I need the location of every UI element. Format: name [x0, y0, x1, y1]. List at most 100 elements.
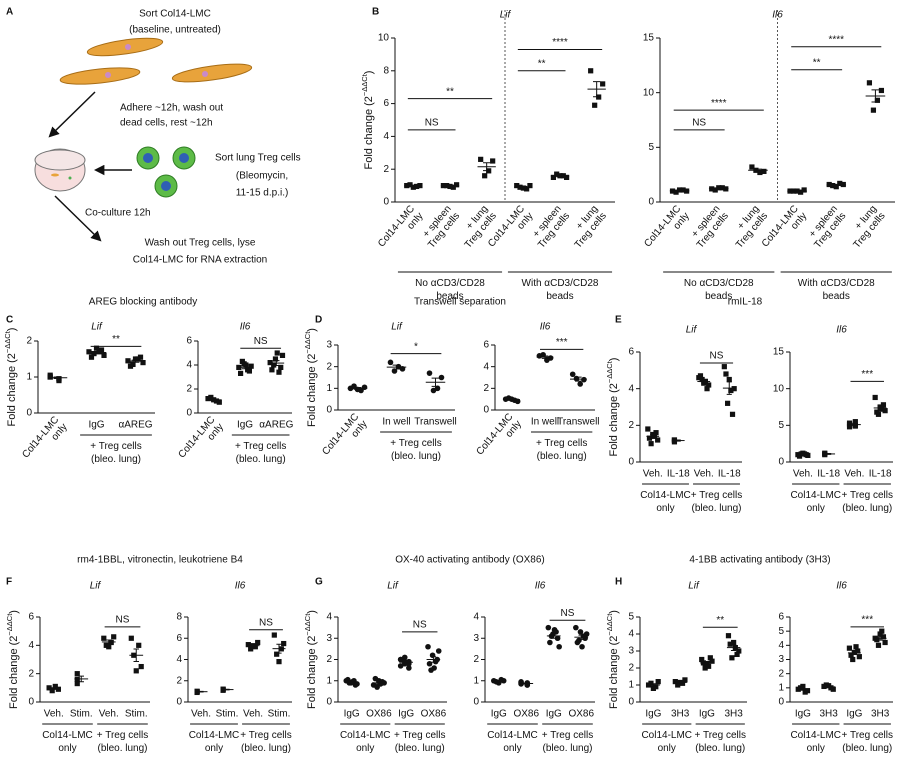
group-label: Col14-LMC only	[189, 730, 240, 754]
data-point	[833, 184, 839, 190]
y-tick-label: 10	[773, 383, 785, 394]
data-point	[430, 387, 437, 394]
x-tick-label: IgG	[699, 709, 715, 720]
data-point	[850, 656, 856, 663]
y-tick-label: 10	[643, 87, 655, 98]
x-tick-label: IL-18	[718, 469, 741, 480]
error-bar	[877, 405, 883, 411]
significance-label: ***	[861, 615, 873, 626]
data-point	[93, 345, 100, 351]
significance-label: NS	[254, 336, 268, 347]
error-bar	[675, 439, 681, 442]
significance-label: **	[446, 86, 454, 97]
y-axis-label-part: −ΔΔCt	[5, 613, 14, 636]
x-tick-label: Stim.	[125, 709, 148, 720]
significance-label: ***	[861, 369, 873, 380]
group-label-line: (bleo. lung)	[691, 503, 741, 514]
group-label-line: Col14-LMC	[641, 730, 692, 741]
error-bar	[704, 661, 710, 665]
diagram-text: (baseline, untreated)	[129, 25, 221, 36]
data-point	[731, 386, 737, 392]
significance-label: **	[538, 58, 546, 69]
y-tick-label: 4	[383, 131, 389, 142]
data-point	[127, 363, 134, 369]
data-point	[874, 637, 880, 643]
error-bar	[754, 168, 762, 172]
chart-title: Il6	[540, 322, 551, 333]
x-tick-label: 3H3	[871, 709, 890, 720]
data-point	[646, 435, 653, 441]
data-point	[245, 642, 251, 648]
error-bar	[353, 386, 362, 390]
group-label: + Treg cells (bleo. lung)	[240, 730, 291, 754]
panel-title: Transwell separation	[414, 297, 506, 308]
x-tick-label: Col14-LMConly	[20, 414, 69, 467]
error-bar	[348, 681, 355, 684]
data-point	[588, 68, 594, 74]
group-label: + Treg cells (bleo. lung)	[97, 730, 148, 754]
group-label: + Treg cells (bleo. lung)	[842, 730, 893, 754]
data-point	[879, 406, 885, 412]
y-axis-label-part: )	[306, 328, 318, 332]
diagram-text: Adhere ~12h, wash out	[120, 103, 223, 114]
y-tick-label: 2	[186, 384, 192, 395]
significance-label: ****	[828, 34, 844, 45]
arrow	[54, 195, 102, 242]
y-tick-label: 1	[473, 675, 479, 686]
group-label: Col14-LMC only	[640, 490, 691, 514]
group-label-line: only	[58, 743, 76, 754]
panel-letter: E	[615, 315, 622, 326]
error-bar	[593, 81, 601, 98]
treg-cells	[136, 146, 196, 198]
error-bar	[851, 423, 857, 426]
y-axis-label-part: −ΔΔCt	[303, 331, 312, 354]
x-tick-label: Col14-LMConly	[642, 203, 691, 256]
group-label-line: + Treg cells	[691, 490, 742, 501]
y-axis-label-part: −ΔΔCt	[605, 360, 614, 383]
data-point	[387, 359, 394, 366]
error-bar	[496, 680, 502, 683]
chart-title: Lif	[387, 581, 399, 592]
x-tick-label: Col14-LMConly	[486, 203, 535, 256]
y-tick-label: 6	[28, 612, 34, 623]
y-tick-label: 3	[778, 654, 784, 665]
y-tick-label: 2	[628, 420, 634, 431]
group-label: + Treg cells (bleo. lung)	[235, 441, 286, 465]
group-label-line: Col14-LMC	[42, 730, 93, 741]
diagram-text: 11-15 d.p.i.)	[236, 188, 289, 199]
group-label-line: (bleo. lung)	[236, 454, 286, 465]
x-tick-label: IgG	[237, 420, 253, 431]
data-point	[734, 651, 740, 657]
data-point	[655, 679, 661, 685]
panel-letter: D	[315, 315, 322, 326]
data-point	[435, 648, 442, 654]
group-label-line: beads	[546, 291, 573, 302]
x-tick-label: αAREG	[259, 420, 293, 431]
panel-letter: H	[615, 577, 622, 588]
group-label-line: + Treg cells	[542, 730, 593, 741]
y-tick-label: 4	[473, 612, 479, 623]
group-label-line: (bleo. lung)	[91, 454, 141, 465]
group-label-line: Col14-LMC	[640, 490, 691, 501]
y-axis-label-part: )	[306, 610, 318, 614]
data-point	[877, 631, 883, 637]
y-tick-label: 8	[176, 612, 182, 623]
diagram-text: Wash out Treg cells, lyse	[145, 238, 256, 249]
data-point	[140, 360, 146, 366]
error-bar	[431, 377, 440, 387]
error-bar	[403, 660, 409, 664]
data-point	[426, 370, 433, 376]
data-point	[248, 363, 254, 369]
y-tick-label: 4	[628, 629, 634, 640]
y-tick-label: 3	[326, 633, 332, 644]
group-label-line: Col14-LMC	[189, 730, 240, 741]
data-point	[274, 651, 280, 657]
y-tick-label: 8	[383, 65, 389, 76]
y-tick-label: 4	[326, 612, 332, 623]
y-tick-label: 2	[326, 654, 332, 665]
error-bar	[198, 690, 204, 693]
x-tick-label: In well	[531, 417, 559, 428]
chart-title: Il6	[836, 581, 847, 592]
y-tick-label: 3	[326, 340, 332, 351]
significance-label: NS	[710, 351, 724, 362]
